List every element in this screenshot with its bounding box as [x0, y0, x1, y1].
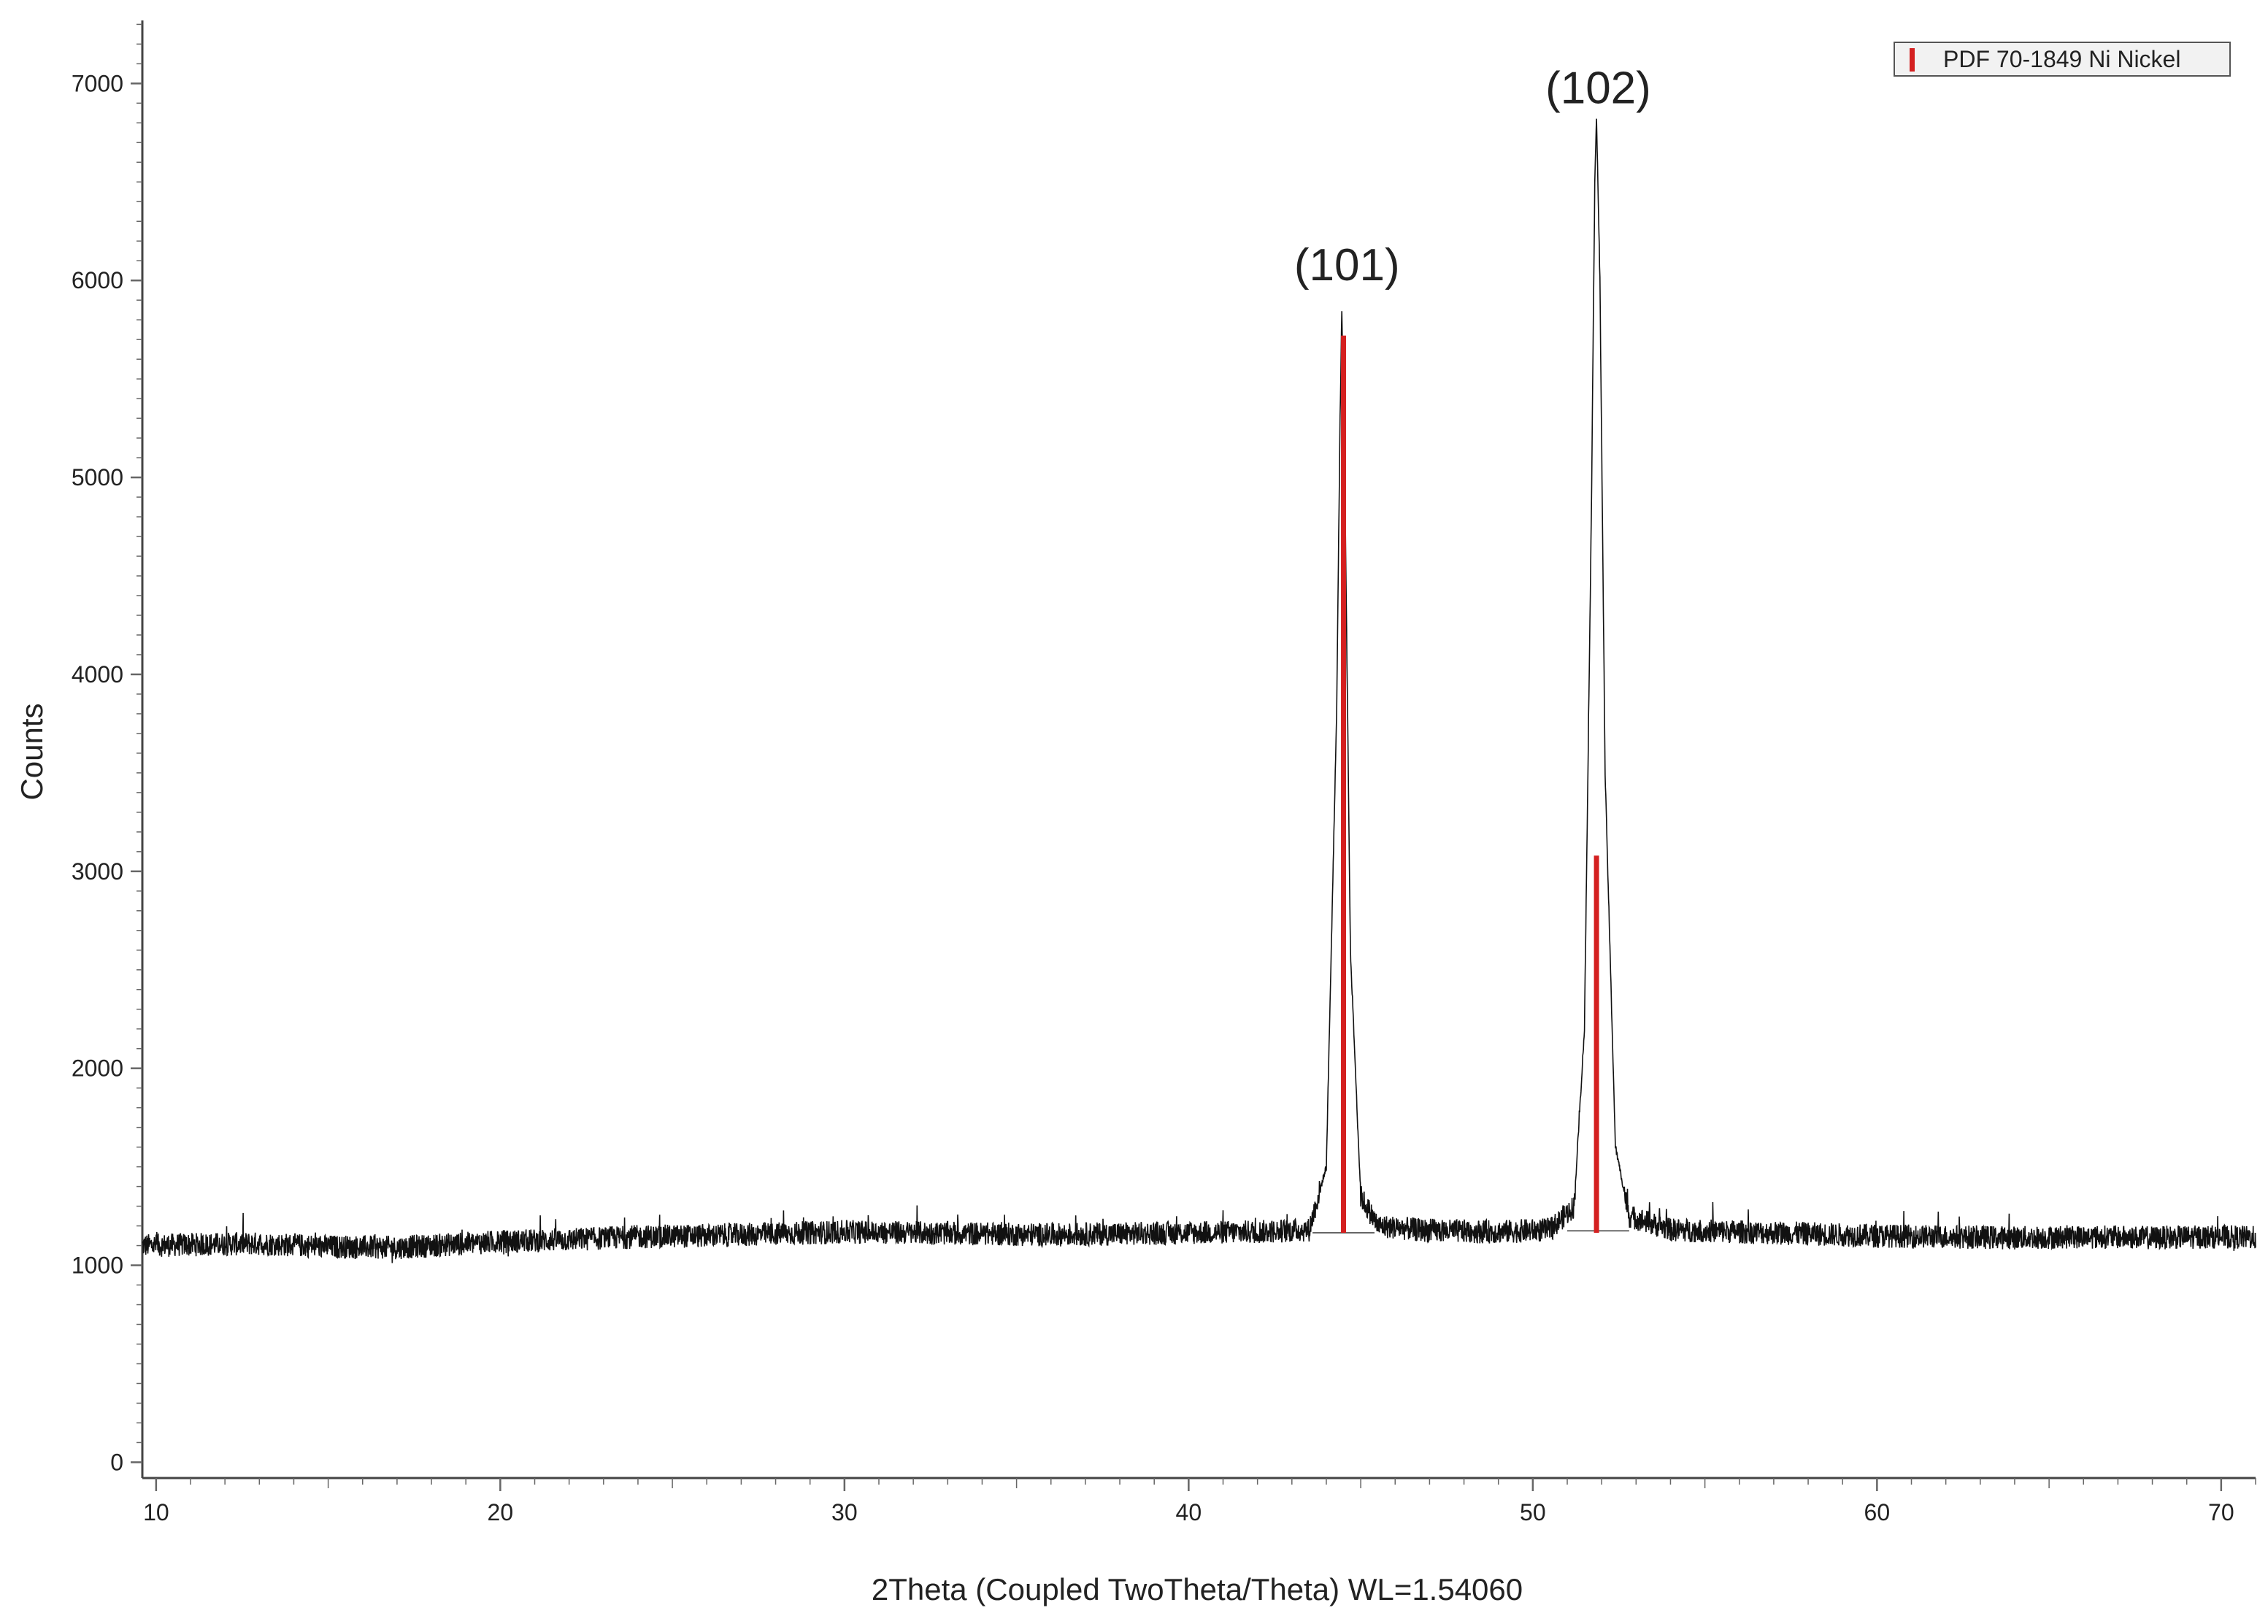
x-tick-label: 40: [1176, 1499, 1202, 1525]
data-layer: [142, 118, 2256, 1263]
labels: 0 1000 2000 3000 4000 5000 6000 7000 10 20 30 40 50 6…: [72, 63, 2234, 1525]
y-tick-label: 4000: [72, 661, 123, 688]
measured-pattern-line: [142, 118, 2256, 1263]
axes: [131, 20, 2256, 1491]
y-tick-label: 7000: [72, 70, 123, 96]
y-tick-label: 0: [110, 1449, 123, 1475]
y-tick-label: 1000: [72, 1252, 123, 1279]
legend-swatch: [1910, 48, 1915, 72]
x-tick-label: 60: [1864, 1499, 1891, 1525]
y-axis-title: Counts: [15, 703, 49, 800]
x-tick-label: 70: [2208, 1499, 2234, 1525]
y-tick-label: 3000: [72, 858, 123, 885]
x-axis-title: 2Theta (Coupled TwoTheta/Theta) WL=1.540…: [872, 1572, 1523, 1606]
legend-box: [1894, 42, 2231, 77]
x-tick-label: 10: [143, 1499, 169, 1525]
peak-label: (101): [1294, 240, 1400, 290]
y-tick-label: 6000: [72, 267, 123, 293]
x-tick-label: 50: [1520, 1499, 1546, 1525]
y-tick-label: 5000: [72, 464, 123, 490]
y-tick-label: 2000: [72, 1055, 123, 1082]
peak-label: (102): [1545, 63, 1651, 113]
x-tick-label: 20: [488, 1499, 514, 1525]
legend: PDF 70-1849 Ni Nickel: [1894, 42, 2231, 77]
x-tick-label: 30: [831, 1499, 858, 1525]
legend-entry-label: PDF 70-1849 Ni Nickel: [1943, 46, 2180, 72]
